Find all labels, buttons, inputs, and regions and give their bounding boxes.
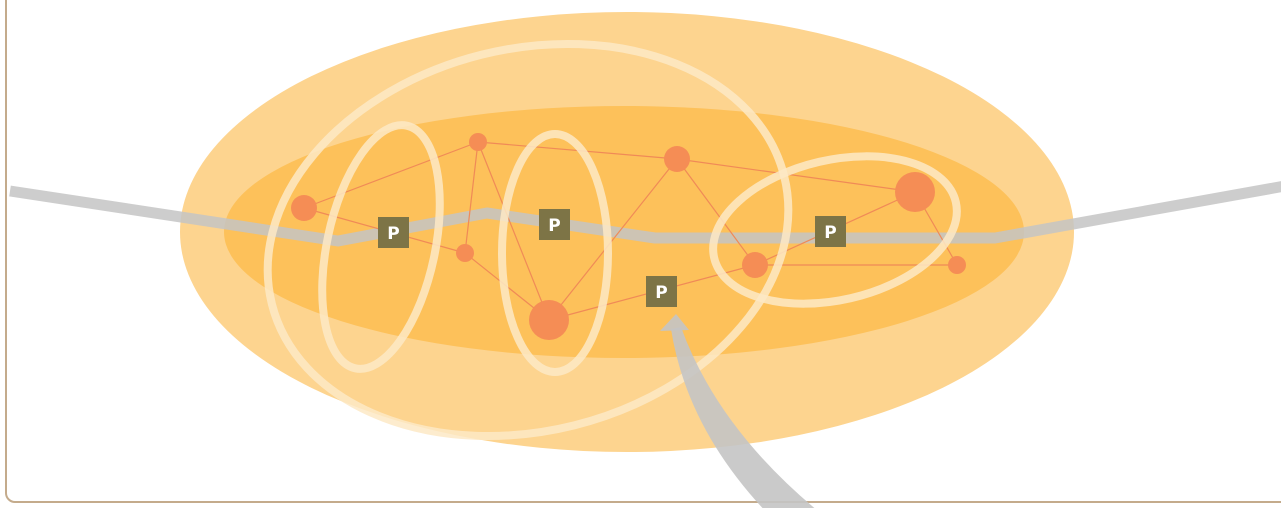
arrow-head [660,314,689,331]
edge [676,158,756,266]
marker-label: P [548,216,560,236]
marker-label: P [655,283,667,303]
node [456,244,474,262]
node [291,195,317,221]
node [742,252,768,278]
marker-label: P [824,223,836,243]
edge [477,141,550,321]
node [948,256,966,274]
marker-label: P [387,224,399,244]
edge [303,141,479,209]
marker-p2: P [539,209,570,240]
arrow-shaft [671,327,815,508]
cluster-outline-left [318,121,444,373]
node [469,133,487,151]
cluster-outline-middle [498,130,612,376]
marker-p4: P [815,216,846,247]
edge [676,158,916,193]
node [895,172,935,212]
cluster-outlines [263,39,961,441]
nodes [291,133,966,340]
node [664,146,690,172]
route-path [9,181,1281,247]
canvas-frame [5,0,1281,503]
incoming-arrow [660,314,815,508]
edge [548,158,678,321]
edge [464,141,479,254]
cluster-outline-right [709,152,961,308]
node [529,300,569,340]
marker-p3: P [646,276,677,307]
marker-p1: P [378,217,409,248]
